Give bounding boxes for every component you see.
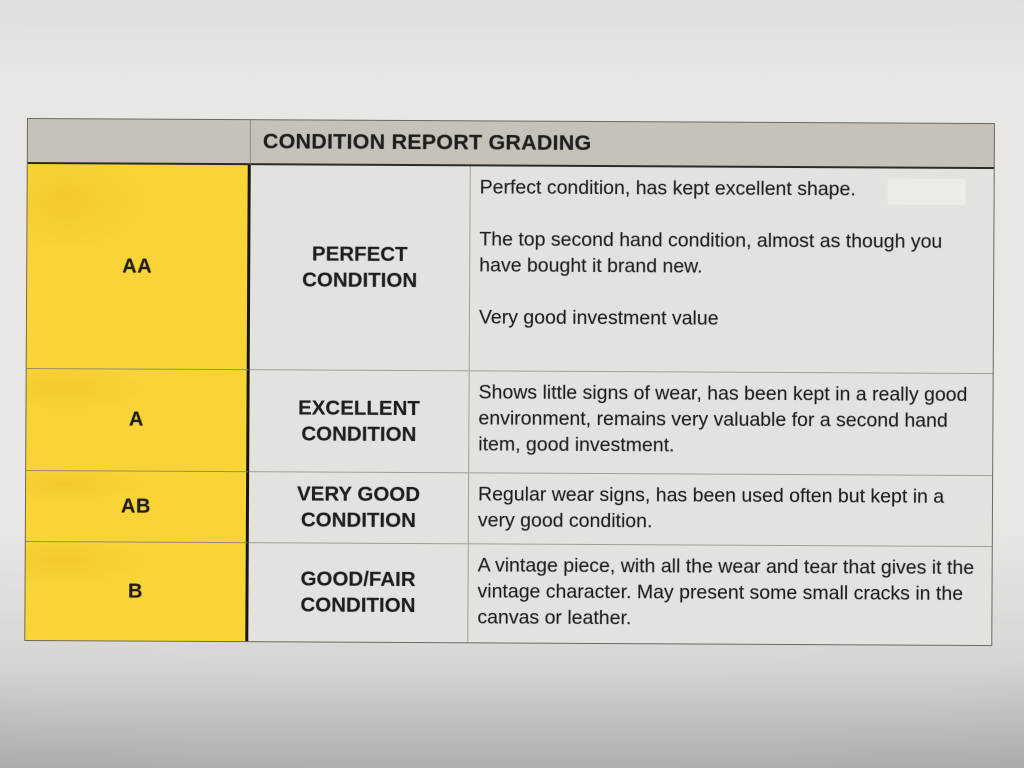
description-paragraph: A vintage piece, with all the wear and t… — [477, 554, 975, 630]
condition-grading-table: CONDITION REPORT GRADING AA PERFECT COND… — [24, 118, 995, 647]
description-text: Regular wear signs, has been used often … — [478, 481, 978, 536]
condition-label: GOOD/FAIR CONDITION — [300, 567, 416, 618]
condition-label: PERFECT CONDITION — [302, 242, 418, 293]
grade-label: A — [128, 408, 144, 431]
condition-cell-ab: VERY GOOD CONDITION — [248, 472, 470, 545]
grade-cell-ab: AB — [25, 471, 250, 544]
description-cell-ab: Regular wear signs, has been used often … — [468, 473, 993, 548]
condition-cell-aa: PERFECT CONDITION — [249, 165, 471, 372]
condition-label: VERY GOOD CONDITION — [296, 482, 421, 533]
description-cell-a: Shows little signs of wear, has been kep… — [469, 371, 993, 477]
description-cell-aa: Perfect condition, has kept excellent sh… — [469, 166, 994, 375]
header-spacer-cell — [27, 119, 251, 166]
description-paragraph: The top second hand condition, almost as… — [479, 228, 943, 278]
grade-label: AA — [122, 255, 153, 278]
description-paragraph: Shows little signs of wear, has been kep… — [478, 381, 968, 457]
grade-cell-aa: AA — [26, 164, 251, 371]
description-text: Perfect condition, has kept excellent sh… — [479, 174, 980, 333]
grade-label: B — [127, 580, 144, 603]
description-cell-b: A vintage piece, with all the wear and t… — [468, 544, 992, 646]
grade-cell-a: A — [26, 369, 250, 473]
grade-label: AB — [120, 494, 151, 518]
description-text: Shows little signs of wear, has been kep… — [478, 379, 978, 460]
condition-cell-a: EXCELLENT CONDITION — [249, 370, 470, 474]
description-paragraph: Very good investment value — [478, 306, 719, 330]
table-title: CONDITION REPORT GRADING — [250, 120, 994, 170]
description-text: A vintage piece, with all the wear and t… — [477, 552, 977, 633]
grade-cell-b: B — [25, 541, 249, 642]
condition-cell-b: GOOD/FAIR CONDITION — [248, 543, 469, 643]
description-paragraph: Perfect condition, has kept excellent sh… — [479, 176, 856, 201]
description-paragraph: Regular wear signs, has been used often … — [477, 483, 945, 533]
condition-label: EXCELLENT CONDITION — [297, 395, 420, 446]
